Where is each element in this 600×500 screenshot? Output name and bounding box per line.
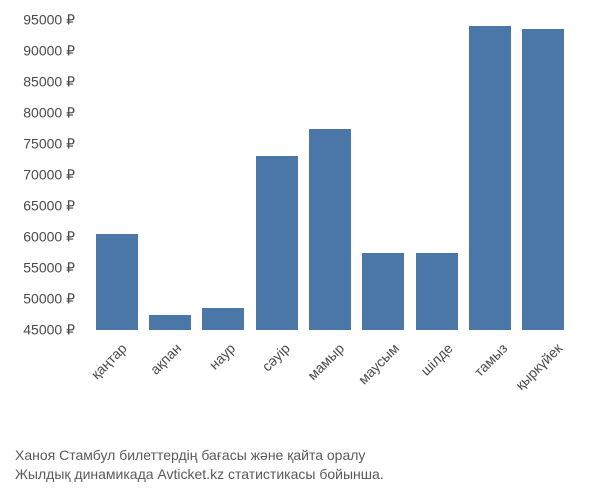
x-tick-label: тамыз bbox=[471, 340, 511, 380]
x-tick-label: қыркүйек bbox=[512, 340, 565, 393]
plot-area bbox=[85, 20, 575, 330]
x-tick-label: мамыр bbox=[304, 340, 347, 383]
chart-caption: Ханоя Стамбул билеттердің бағасы және қа… bbox=[15, 446, 585, 485]
chart-bar bbox=[256, 156, 298, 330]
chart-bar bbox=[362, 253, 404, 331]
y-tick-label: 80000 ₽ bbox=[0, 105, 75, 122]
caption-line-2: Жылдық динамикада Avticket.kz статистика… bbox=[15, 465, 585, 485]
chart-bar bbox=[522, 29, 564, 330]
y-tick-label: 90000 ₽ bbox=[0, 43, 75, 60]
caption-line-1: Ханоя Стамбул билеттердің бағасы және қа… bbox=[15, 446, 585, 466]
x-tick-label: наур bbox=[206, 340, 239, 373]
y-tick-label: 60000 ₽ bbox=[0, 229, 75, 246]
x-tick-label: сәуір bbox=[258, 340, 292, 374]
x-axis: қаңтар ақпан наур сәуір мамырмаусым шілде тамы… bbox=[85, 335, 575, 435]
chart-bar bbox=[416, 253, 458, 331]
chart-bar bbox=[202, 308, 244, 330]
x-tick-label: маусым bbox=[355, 340, 402, 387]
chart-bar bbox=[96, 234, 138, 330]
y-axis: 45000 ₽50000 ₽55000 ₽60000 ₽65000 ₽70000… bbox=[0, 20, 80, 330]
y-tick-label: 75000 ₽ bbox=[0, 136, 75, 153]
y-tick-label: 65000 ₽ bbox=[0, 198, 75, 215]
y-tick-label: 70000 ₽ bbox=[0, 167, 75, 184]
chart-bar bbox=[469, 26, 511, 330]
chart-bar bbox=[309, 129, 351, 331]
x-tick-label: қаңтар bbox=[87, 340, 129, 382]
y-tick-label: 55000 ₽ bbox=[0, 260, 75, 277]
y-tick-label: 85000 ₽ bbox=[0, 74, 75, 91]
y-tick-label: 95000 ₽ bbox=[0, 12, 75, 29]
chart-container bbox=[85, 20, 575, 330]
chart-bar bbox=[149, 315, 191, 331]
y-tick-label: 45000 ₽ bbox=[0, 322, 75, 339]
x-tick-label: ақпан bbox=[146, 340, 183, 377]
x-tick-label: шілде bbox=[418, 340, 457, 379]
y-tick-label: 50000 ₽ bbox=[0, 291, 75, 308]
